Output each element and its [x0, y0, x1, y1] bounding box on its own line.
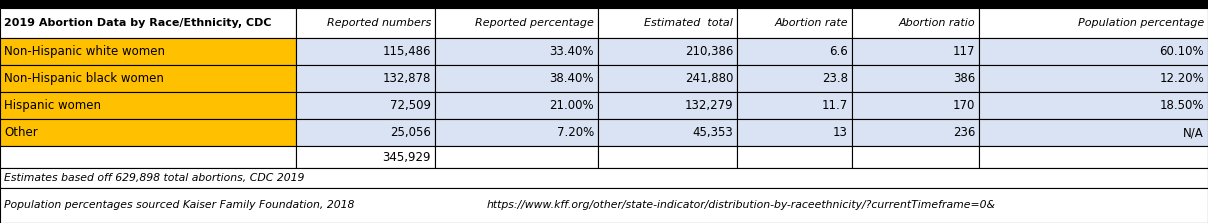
Text: 241,880: 241,880	[685, 72, 733, 85]
Bar	[296, 92, 435, 119]
Text: 45,353: 45,353	[692, 126, 733, 139]
Text: Estimated  total: Estimated total	[644, 18, 733, 28]
Text: Hispanic women: Hispanic women	[4, 99, 101, 112]
Bar	[978, 146, 1208, 168]
Bar	[435, 92, 598, 119]
Text: 132,279: 132,279	[685, 99, 733, 112]
Text: 117: 117	[952, 45, 975, 58]
Bar	[737, 92, 852, 119]
Bar	[0, 168, 1208, 188]
Bar	[0, 92, 296, 119]
Text: Population percentages sourced Kaiser Family Foundation, 2018: Population percentages sourced Kaiser Fa…	[4, 200, 354, 211]
Bar	[978, 65, 1208, 92]
Text: 170: 170	[953, 99, 975, 112]
Bar	[435, 8, 598, 38]
Bar	[435, 119, 598, 146]
Bar	[737, 119, 852, 146]
Bar	[737, 146, 852, 168]
Text: 2019 Abortion Data by Race/Ethnicity, CDC: 2019 Abortion Data by Race/Ethnicity, CD…	[4, 18, 272, 28]
Bar	[598, 146, 737, 168]
Bar	[0, 38, 296, 65]
Text: Estimates based off 629,898 total abortions, CDC 2019: Estimates based off 629,898 total aborti…	[4, 173, 304, 183]
Text: Non-Hispanic white women: Non-Hispanic white women	[4, 45, 165, 58]
Bar	[598, 8, 737, 38]
Text: 11.7: 11.7	[821, 99, 848, 112]
Bar	[0, 0, 1208, 8]
Text: 115,486: 115,486	[383, 45, 431, 58]
Bar	[598, 92, 737, 119]
Text: 23.8: 23.8	[821, 72, 848, 85]
Bar	[852, 92, 978, 119]
Bar	[296, 146, 435, 168]
Text: 72,509: 72,509	[390, 99, 431, 112]
Text: Other: Other	[4, 126, 37, 139]
Text: Population percentage: Population percentage	[1078, 18, 1204, 28]
Text: 7.20%: 7.20%	[557, 126, 594, 139]
Bar	[0, 119, 296, 146]
Text: 236: 236	[953, 126, 975, 139]
Text: 18.50%: 18.50%	[1160, 99, 1204, 112]
Text: Reported numbers: Reported numbers	[326, 18, 431, 28]
Bar	[0, 146, 296, 168]
Text: 25,056: 25,056	[390, 126, 431, 139]
Text: 12.20%: 12.20%	[1160, 72, 1204, 85]
Bar	[978, 38, 1208, 65]
Bar	[852, 38, 978, 65]
Bar	[852, 65, 978, 92]
Bar	[737, 38, 852, 65]
Text: 38.40%: 38.40%	[550, 72, 594, 85]
Bar	[296, 8, 435, 38]
Bar	[435, 146, 598, 168]
Bar	[852, 119, 978, 146]
Bar	[598, 65, 737, 92]
Bar	[737, 8, 852, 38]
Bar	[435, 38, 598, 65]
Text: 6.6: 6.6	[829, 45, 848, 58]
Bar	[598, 119, 737, 146]
Text: 13: 13	[834, 126, 848, 139]
Text: https://www.kff.org/other/state-indicator/distribution-by-raceethnicity/?current: https://www.kff.org/other/state-indicato…	[487, 200, 997, 211]
Text: Abortion rate: Abortion rate	[774, 18, 848, 28]
Text: N/A: N/A	[1184, 126, 1204, 139]
Text: 386: 386	[953, 72, 975, 85]
Text: 60.10%: 60.10%	[1160, 45, 1204, 58]
Text: Abortion ratio: Abortion ratio	[899, 18, 975, 28]
Bar	[978, 92, 1208, 119]
Bar	[296, 65, 435, 92]
Text: 21.00%: 21.00%	[550, 99, 594, 112]
Bar	[296, 119, 435, 146]
Bar	[598, 38, 737, 65]
Text: Reported percentage: Reported percentage	[475, 18, 594, 28]
Bar	[0, 188, 1208, 223]
Text: 132,878: 132,878	[383, 72, 431, 85]
Bar	[0, 65, 296, 92]
Text: 210,386: 210,386	[685, 45, 733, 58]
Text: 33.40%: 33.40%	[550, 45, 594, 58]
Bar	[978, 119, 1208, 146]
Text: 345,929: 345,929	[383, 151, 431, 163]
Bar	[296, 38, 435, 65]
Bar	[737, 65, 852, 92]
Bar	[435, 65, 598, 92]
Bar	[852, 146, 978, 168]
Bar	[978, 8, 1208, 38]
Bar	[0, 8, 296, 38]
Bar	[852, 8, 978, 38]
Text: Non-Hispanic black women: Non-Hispanic black women	[4, 72, 164, 85]
